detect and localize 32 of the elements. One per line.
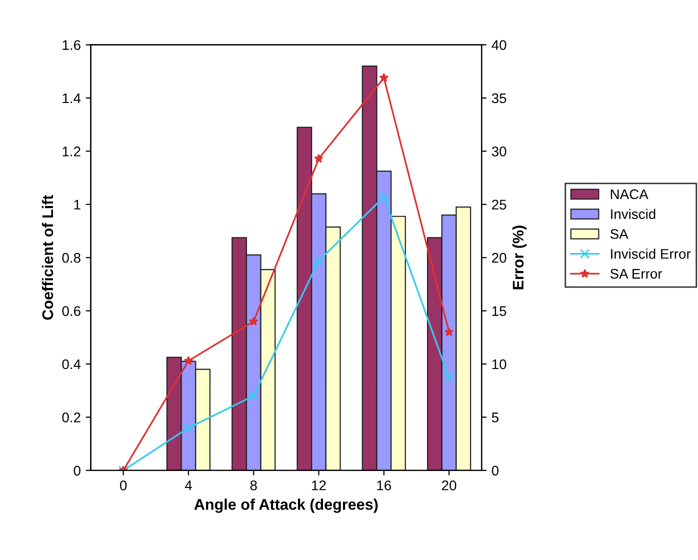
legend-label: Inviscid xyxy=(611,208,656,220)
y-tick-label: 0 xyxy=(74,466,80,476)
y-tick-label: 1.6 xyxy=(62,40,80,50)
y-tick-label: 1 xyxy=(74,200,80,210)
y2-tick-label: 40 xyxy=(492,40,506,50)
legend-label: SA xyxy=(610,229,628,239)
y2-tick-label: 0 xyxy=(492,466,499,476)
legend-label: Inviscid Error xyxy=(611,248,691,259)
x-tick-label: 16 xyxy=(377,480,392,490)
y-tick-label: 0.8 xyxy=(62,252,80,263)
y-tick-label: 0.2 xyxy=(62,412,80,422)
x-tick-label: 0 xyxy=(120,480,127,490)
y-axis-title: Coefficient of Lift xyxy=(42,194,54,320)
y-tick-label: 1.2 xyxy=(62,146,80,156)
y-tick-label: 1.4 xyxy=(62,93,81,104)
y2-axis-title: Error (%) xyxy=(512,226,527,290)
y2-tick-label: 25 xyxy=(492,200,506,210)
y2-tick-label: 30 xyxy=(492,146,506,156)
y-tick-label: 0.6 xyxy=(62,306,80,316)
x-tick-label: 4 xyxy=(184,480,192,490)
y2-tick-label: 15 xyxy=(492,306,506,316)
y2-tick-label: 10 xyxy=(492,359,506,370)
legend-label: NACA xyxy=(610,189,648,200)
x-tick-label: 20 xyxy=(442,480,456,490)
y2-tick-label: 35 xyxy=(492,93,506,104)
y2-tick-label: 5 xyxy=(492,412,498,422)
legend-label: SA Error xyxy=(610,268,662,279)
x-axis-title: Angle of Attack (degrees) xyxy=(194,498,378,513)
x-tick-label: 8 xyxy=(250,480,257,490)
y2-tick-label: 20 xyxy=(492,252,506,263)
x-tick-label: 12 xyxy=(312,480,326,490)
y-tick-label: 0.4 xyxy=(62,359,81,370)
